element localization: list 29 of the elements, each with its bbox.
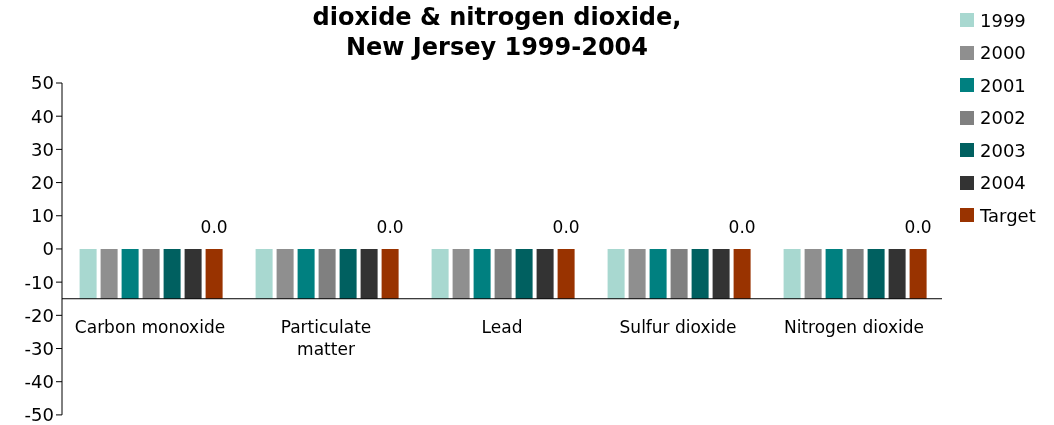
legend-label: 2002 (980, 107, 1026, 129)
y-tick-label: -30 (24, 337, 54, 359)
chart-title: dioxide & nitrogen dioxide, New Jersey 1999-2004 (312, 3, 682, 61)
data-label: 0.0 (552, 217, 580, 237)
y-tick-label: 0 (42, 238, 54, 260)
data-label: 0.0 (728, 217, 756, 237)
y-tick-label: -50 (24, 404, 54, 425)
y-tick-label: -40 (24, 371, 54, 393)
y-tick-label: 30 (31, 138, 54, 160)
y-tick-label: 40 (31, 105, 54, 127)
x-tick-label: Nitrogen dioxide (784, 316, 924, 337)
data-label: 0.0 (200, 217, 228, 237)
legend-label: Target (980, 204, 1036, 226)
x-tick-label: Sulfur dioxide (619, 316, 737, 337)
legend-label: 2001 (980, 74, 1026, 96)
y-tick-label: 10 (31, 205, 54, 227)
x-tick-label: Carbon monoxide (74, 316, 226, 337)
legend-label: 1999 (980, 9, 1026, 31)
x-tick-label: Lead (481, 316, 523, 337)
y-tick-label: 50 (31, 72, 54, 94)
legend-label: 2003 (980, 139, 1026, 161)
legend-label: 2000 (980, 42, 1026, 64)
y-tick-label: -20 (24, 304, 54, 326)
legend-label: 2004 (980, 172, 1026, 194)
y-tick-label: 20 (31, 171, 54, 193)
data-label: 0.0 (904, 217, 932, 237)
y-tick-label: -10 (24, 271, 54, 293)
data-label: 0.0 (376, 217, 404, 237)
x-tick-label: Particulate matter (280, 316, 372, 359)
